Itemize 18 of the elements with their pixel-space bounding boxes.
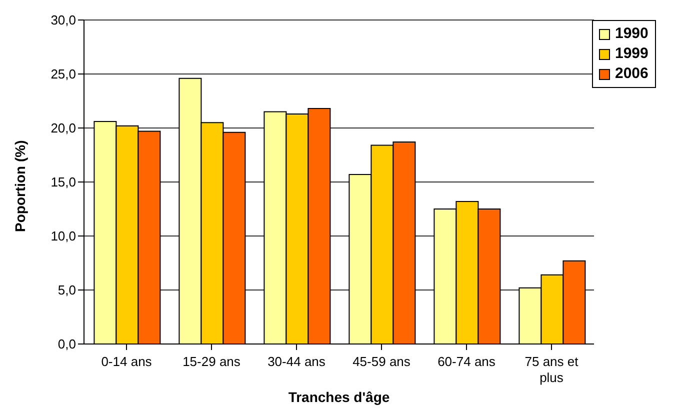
x-tick-label: 15-29 ans bbox=[182, 354, 241, 369]
y-tick-label: 30,0 bbox=[50, 12, 76, 28]
y-tick-label: 25,0 bbox=[50, 66, 76, 82]
x-axis-title: Tranches d'âge bbox=[288, 389, 390, 405]
x-tick-label: 75 ans et plus bbox=[524, 354, 579, 385]
legend-label: 1999 bbox=[614, 44, 649, 64]
legend-label: 1990 bbox=[614, 24, 649, 44]
x-tick-label: 0-14 ans bbox=[101, 354, 152, 369]
y-tick-label: 10,0 bbox=[50, 228, 76, 244]
x-tick-label: 30-44 ans bbox=[268, 354, 326, 369]
legend-label: 2006 bbox=[614, 64, 649, 84]
x-tick-label: 45-59 ans bbox=[352, 354, 411, 369]
y-tick-label: 0,0 bbox=[58, 336, 76, 352]
y-axis-title: Poportion (%) bbox=[12, 140, 28, 232]
y-tick-label: 5,0 bbox=[58, 282, 76, 298]
y-tick-label: 15,0 bbox=[50, 174, 76, 190]
x-tick-label: 60-74 ans bbox=[438, 354, 496, 369]
y-tick-label: 20,0 bbox=[50, 120, 76, 136]
